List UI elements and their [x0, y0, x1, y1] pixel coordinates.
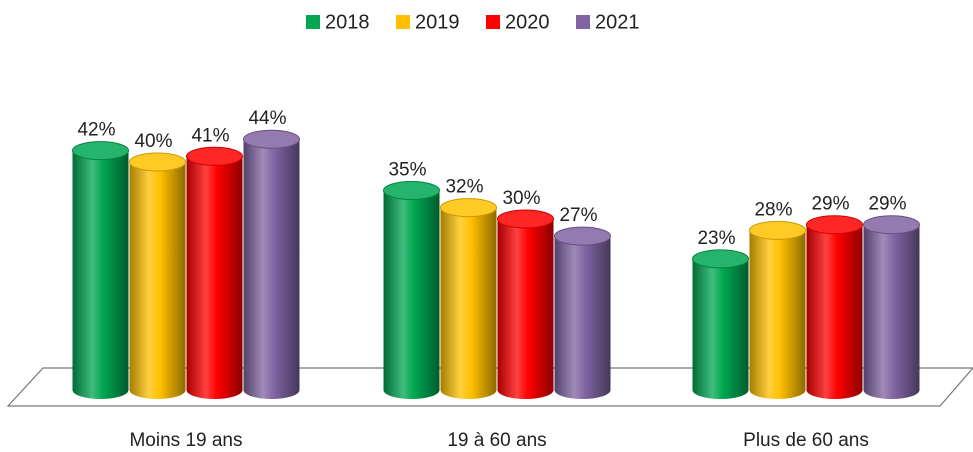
- cylinder-top: [806, 215, 863, 235]
- data-label: 32%: [445, 177, 483, 198]
- bar: [440, 207, 497, 390]
- cylinder: [186, 146, 243, 399]
- bar: [749, 230, 806, 390]
- data-label: 42%: [77, 120, 115, 141]
- legend-swatch: [396, 15, 410, 29]
- cylinder: [692, 249, 749, 399]
- cylinder: [72, 141, 129, 399]
- data-label: 28%: [754, 199, 792, 220]
- bar: [129, 162, 186, 390]
- data-label: 41%: [191, 125, 229, 146]
- data-label: 27%: [559, 205, 597, 226]
- cylinder-top: [186, 146, 243, 166]
- data-label: 23%: [697, 228, 735, 249]
- cylinder-top: [554, 226, 611, 246]
- cylinder: [806, 215, 863, 399]
- bar: [692, 258, 749, 390]
- cylinder: [129, 152, 186, 399]
- cylinder: [243, 129, 300, 399]
- cylinder: [554, 226, 611, 399]
- cylinder-top: [72, 141, 129, 161]
- bar: [186, 156, 243, 390]
- cylinder: [497, 209, 554, 399]
- x-tick-label: Moins 19 ans: [129, 430, 242, 451]
- cylinder-top: [692, 249, 749, 269]
- data-label: 44%: [248, 108, 286, 129]
- legend-swatch: [306, 15, 320, 29]
- legend-swatch: [486, 15, 500, 29]
- legend-swatch: [576, 15, 590, 29]
- cylinder-top: [863, 215, 920, 235]
- x-tick-label: 19 à 60 ans: [447, 430, 546, 451]
- bar: [863, 224, 920, 390]
- data-label: 40%: [134, 131, 172, 152]
- cylinder: [863, 215, 920, 399]
- data-label: 29%: [811, 194, 849, 215]
- cylinder: [383, 181, 440, 399]
- cylinder-top: [440, 198, 497, 218]
- bar: [243, 139, 300, 390]
- legend-label: 2019: [415, 11, 460, 33]
- bar: [806, 224, 863, 390]
- bar: [497, 219, 554, 390]
- cylinder-top: [383, 181, 440, 200]
- legend-label: 2021: [595, 11, 640, 33]
- bar: [554, 236, 611, 390]
- data-label: 29%: [868, 194, 906, 215]
- x-tick-label: Plus de 60 ans: [743, 430, 869, 451]
- bar: [383, 190, 440, 390]
- data-label: 30%: [502, 188, 540, 209]
- bar: [72, 150, 129, 390]
- cylinder-top: [497, 209, 554, 229]
- data-label: 35%: [388, 160, 426, 181]
- cylinder: [749, 220, 806, 399]
- legend-label: 2018: [325, 11, 370, 33]
- cylinder-top: [129, 152, 186, 172]
- cylinder-top: [243, 129, 300, 149]
- cylinder: [440, 198, 497, 399]
- cylinder-top: [749, 220, 806, 240]
- legend-label: 2020: [505, 11, 550, 33]
